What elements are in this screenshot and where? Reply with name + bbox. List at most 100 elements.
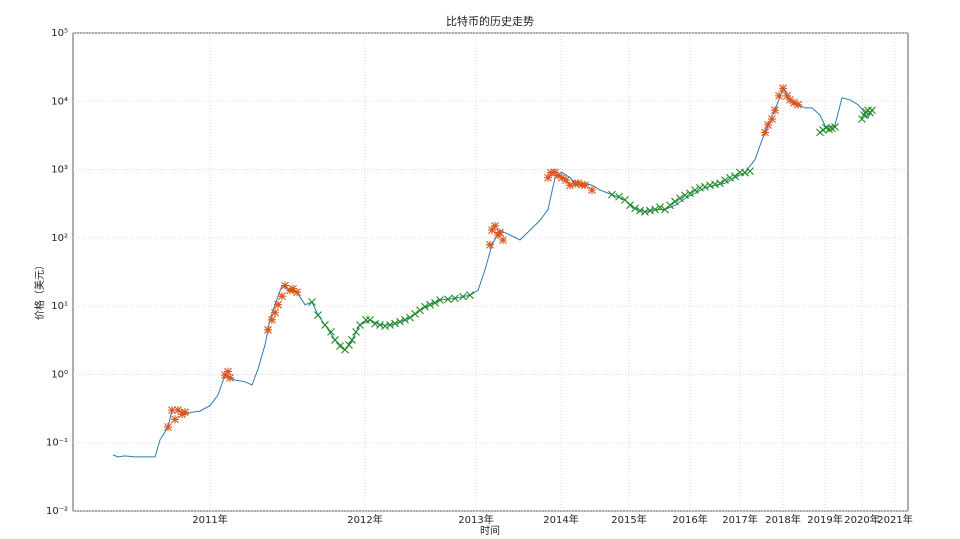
- cross-marker: [741, 168, 749, 177]
- star-marker: [581, 181, 589, 190]
- cross-marker: [356, 321, 364, 329]
- y-tick-label: 10⁵: [51, 28, 68, 39]
- star-marker: [783, 91, 791, 100]
- cross-marker: [336, 342, 344, 350]
- cross-marker: [321, 321, 329, 329]
- y-tick-label: 10⁴: [51, 96, 68, 107]
- cross-marker: [716, 179, 724, 188]
- star-marker: [488, 226, 496, 235]
- cross-marker: [746, 167, 754, 175]
- y-tick-label: 10⁻²: [46, 506, 68, 517]
- star-marker: [554, 171, 562, 180]
- cross-marker: [391, 319, 399, 328]
- star-marker: [779, 84, 787, 93]
- y-tick-label: 10⁻¹: [46, 438, 68, 449]
- cross-marker: [327, 327, 335, 336]
- cross-marker: [686, 189, 694, 198]
- star-marker: [771, 106, 779, 115]
- star-marker: [544, 173, 552, 182]
- star-marker: [168, 406, 176, 415]
- cross-marker: [386, 321, 394, 329]
- cross-marker: [825, 125, 833, 134]
- star-marker: [558, 173, 566, 182]
- y-tick-label: 10¹: [51, 301, 68, 312]
- star-marker: [486, 240, 494, 249]
- x-axis-label: 时间: [480, 524, 500, 537]
- cross-marker: [691, 186, 699, 195]
- x-tick-label: 2015年: [611, 513, 646, 526]
- cross-marker: [381, 322, 389, 331]
- cross-marker: [376, 321, 384, 329]
- y-tick-label: 10²: [51, 233, 68, 244]
- cross-marker: [411, 310, 419, 318]
- cross-marker: [676, 194, 684, 203]
- cross-marker: [426, 300, 434, 309]
- star-marker: [764, 120, 772, 129]
- star-marker: [278, 292, 286, 301]
- star-marker: [174, 406, 182, 415]
- cross-marker: [631, 204, 639, 213]
- cross-marker: [656, 203, 664, 212]
- star-marker: [289, 284, 297, 293]
- cross-marker: [314, 311, 322, 319]
- x-tick-label: 2021年: [877, 513, 912, 526]
- star-marker: [761, 128, 769, 137]
- star-marker: [224, 367, 232, 376]
- cross-marker: [436, 296, 444, 304]
- x-tick-label: 2012年: [347, 513, 382, 526]
- cross-marker: [608, 190, 616, 199]
- star-marker: [181, 408, 189, 417]
- cross-marker: [308, 298, 316, 306]
- cross-marker: [331, 336, 339, 344]
- cross-marker: [451, 294, 459, 303]
- cross-marker: [721, 176, 729, 185]
- cross-marker: [348, 336, 356, 344]
- y-tick-label: 10⁰: [51, 369, 68, 380]
- x-tick-label: 2013年: [458, 513, 493, 526]
- star-marker: [786, 95, 794, 104]
- cross-marker: [651, 205, 659, 214]
- cross-marker: [701, 182, 709, 191]
- star-marker: [271, 308, 279, 317]
- x-tick-label: 2011年: [192, 513, 227, 526]
- star-marker: [496, 228, 504, 237]
- cross-marker: [641, 208, 649, 216]
- x-tick-label: 2014年: [543, 513, 578, 526]
- cross-marker: [858, 115, 866, 123]
- star-marker: [281, 281, 289, 290]
- cross-marker: [646, 206, 654, 215]
- star-marker: [226, 373, 234, 382]
- cross-marker: [731, 172, 739, 181]
- cross-marker: [636, 206, 644, 215]
- star-marker: [286, 286, 294, 295]
- y-tick-label: 10³: [51, 165, 68, 176]
- star-marker: [274, 300, 282, 309]
- cross-marker: [396, 317, 404, 326]
- x-tick-label: 2019年: [807, 513, 842, 526]
- cross-marker: [671, 197, 679, 206]
- star-marker: [293, 288, 301, 297]
- cross-marker: [459, 292, 467, 301]
- cross-marker: [421, 302, 429, 311]
- x-tick-label: 2017年: [722, 513, 757, 526]
- star-marker: [574, 179, 582, 188]
- star-marker: [588, 186, 596, 195]
- cross-marker: [466, 291, 474, 300]
- cross-marker: [431, 298, 439, 307]
- star-marker: [562, 176, 570, 185]
- star-marker: [268, 315, 276, 324]
- star-marker: [566, 181, 574, 190]
- star-marker: [164, 422, 172, 431]
- x-tick-label: 2020年: [844, 513, 879, 526]
- plot-area: [72, 32, 909, 512]
- star-marker: [775, 91, 783, 100]
- cross-marker: [681, 191, 689, 200]
- star-marker: [178, 410, 186, 419]
- chart-title: 比特币的历史走势: [446, 14, 534, 28]
- cross-marker: [401, 315, 409, 324]
- cross-marker: [626, 201, 634, 210]
- star-marker: [171, 415, 179, 424]
- cross-marker: [615, 192, 623, 201]
- cross-marker: [406, 313, 414, 322]
